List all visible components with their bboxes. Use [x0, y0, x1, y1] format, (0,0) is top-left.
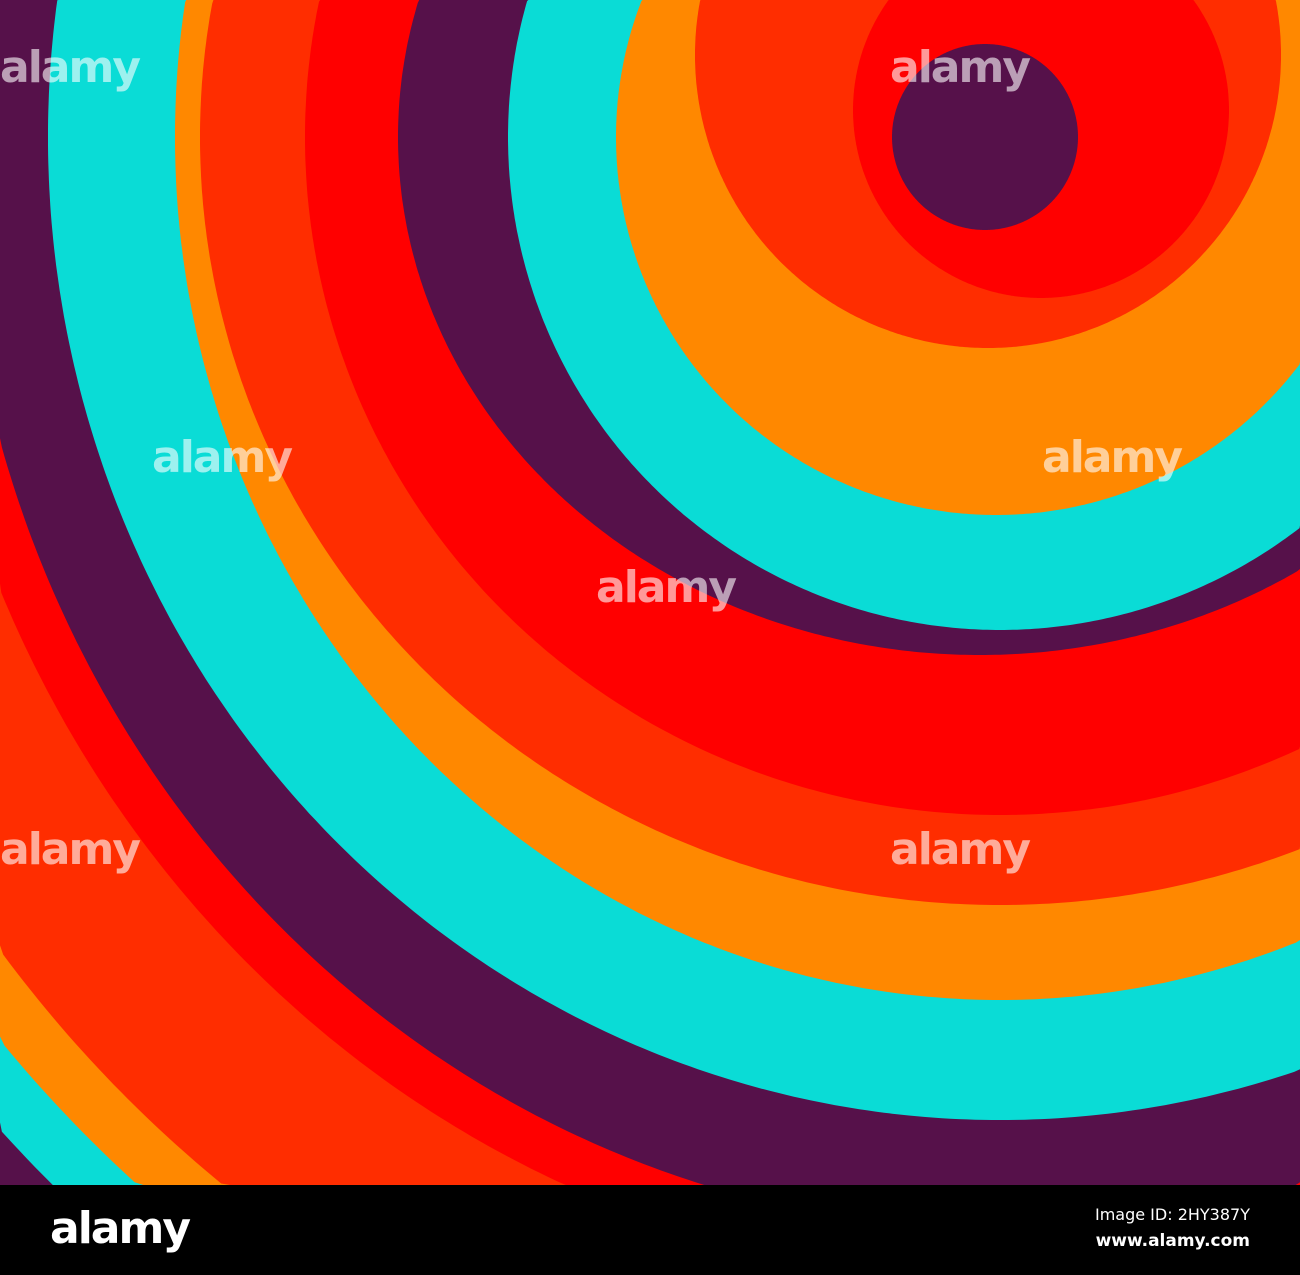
watermark: alamy: [890, 42, 1031, 93]
watermark: alamy: [0, 824, 141, 875]
watermark: alamy: [1042, 432, 1183, 483]
watermark: alamy: [152, 432, 293, 483]
footer-bar: alamy Image ID: 2HY387Y www.alamy.com: [0, 1185, 1300, 1275]
watermark: alamy: [890, 824, 1031, 875]
image-id: Image ID: 2HY387Y: [1094, 1205, 1250, 1224]
alamy-logo: alamy: [50, 1203, 191, 1254]
ring-purple: [892, 44, 1078, 230]
watermark: alamy: [596, 562, 737, 613]
concentric-rings-artwork: [0, 0, 1300, 1185]
site-url: www.alamy.com: [1095, 1231, 1250, 1251]
watermark: alamy: [0, 42, 141, 93]
